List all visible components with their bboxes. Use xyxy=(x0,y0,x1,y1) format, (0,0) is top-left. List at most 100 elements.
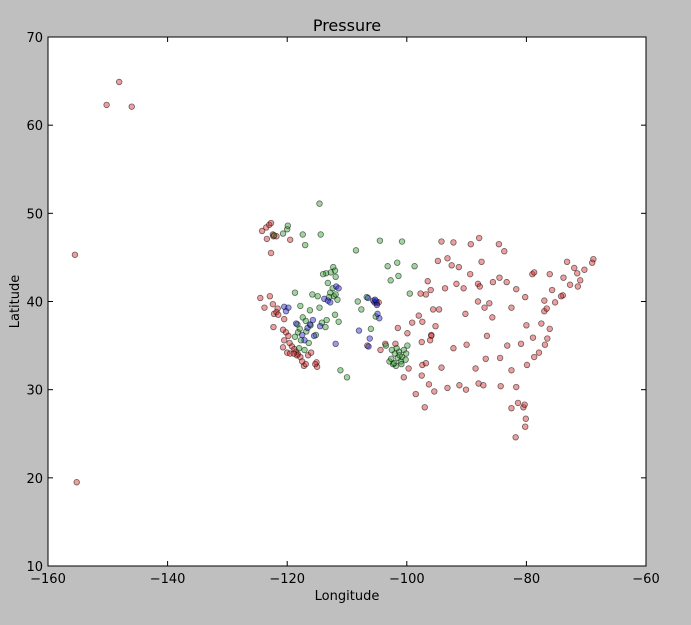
plot-frame xyxy=(47,36,647,567)
data-point xyxy=(103,101,110,109)
data-point xyxy=(444,384,451,392)
data-point xyxy=(358,306,365,313)
data-point xyxy=(309,291,316,298)
data-point xyxy=(400,374,408,381)
data-point xyxy=(281,315,288,323)
data-point xyxy=(364,294,372,302)
data-point xyxy=(429,306,437,313)
data-point xyxy=(269,300,277,308)
data-point xyxy=(574,270,581,277)
data-point xyxy=(474,298,482,305)
data-point xyxy=(279,230,287,237)
data-point xyxy=(354,298,361,305)
data-point xyxy=(463,341,470,348)
tick-labels: −160 −140 −120 −100 −80 −60 10 20 30 40 50 60 70 xyxy=(26,31,659,587)
data-point xyxy=(513,383,520,391)
data-point xyxy=(330,263,337,271)
data-point xyxy=(388,355,395,363)
x-axis-label: Longitude xyxy=(315,589,380,604)
data-point xyxy=(306,321,314,328)
data-point xyxy=(404,342,411,349)
data-point xyxy=(371,296,379,303)
data-point xyxy=(331,311,339,318)
data-point xyxy=(530,353,538,361)
x-tick-label: −140 xyxy=(150,572,186,587)
data-point xyxy=(432,322,439,330)
data-point xyxy=(405,365,412,372)
data-point xyxy=(298,331,306,339)
data-point xyxy=(298,358,306,365)
data-point xyxy=(489,314,496,321)
data-point xyxy=(319,270,327,278)
data-point xyxy=(535,349,543,356)
data-point xyxy=(115,78,123,86)
data-point xyxy=(560,274,567,281)
data-point xyxy=(394,259,401,266)
data-point xyxy=(327,299,334,306)
data-point xyxy=(588,259,596,266)
data-point xyxy=(332,273,339,281)
data-point xyxy=(425,381,433,388)
data-point xyxy=(408,319,416,326)
data-point xyxy=(508,304,515,311)
data-point xyxy=(332,340,339,348)
data-points xyxy=(71,78,597,486)
data-point xyxy=(496,274,503,281)
data-point xyxy=(403,350,410,357)
data-point xyxy=(522,423,529,430)
data-point xyxy=(261,304,268,311)
data-point xyxy=(529,334,537,341)
data-point xyxy=(577,277,584,284)
data-point xyxy=(284,222,291,229)
data-point xyxy=(285,332,292,340)
data-point xyxy=(571,264,578,272)
data-point xyxy=(541,341,549,348)
data-point xyxy=(508,367,515,374)
data-point xyxy=(301,346,308,354)
data-point xyxy=(314,293,321,300)
data-point xyxy=(453,280,460,288)
data-point xyxy=(424,278,431,285)
data-point xyxy=(286,236,294,243)
data-point xyxy=(508,404,515,412)
data-point xyxy=(267,249,275,257)
data-point xyxy=(434,257,442,265)
data-point xyxy=(73,479,80,486)
y-axis-label: Latitude xyxy=(8,275,23,329)
data-point xyxy=(275,311,282,318)
data-point xyxy=(373,301,381,309)
data-point xyxy=(292,320,300,327)
data-point xyxy=(478,258,485,266)
data-point xyxy=(412,390,419,398)
data-point xyxy=(263,235,271,243)
data-point xyxy=(421,404,428,411)
data-point xyxy=(323,316,330,324)
data-point xyxy=(343,374,351,381)
data-point xyxy=(321,295,328,303)
data-point xyxy=(467,240,474,248)
y-tick-label: 50 xyxy=(26,207,43,222)
data-point xyxy=(435,306,443,313)
data-point xyxy=(563,258,571,266)
data-point xyxy=(422,291,430,298)
data-point xyxy=(450,239,457,246)
data-point xyxy=(394,324,402,332)
data-point xyxy=(419,361,426,369)
data-point xyxy=(544,335,551,342)
data-point xyxy=(301,241,309,249)
data-point xyxy=(299,231,306,238)
data-point xyxy=(417,290,424,297)
data-point xyxy=(316,322,324,330)
y-tick-label: 70 xyxy=(26,31,43,46)
data-point xyxy=(450,345,457,352)
data-point xyxy=(496,354,504,362)
data-point xyxy=(334,296,341,303)
data-point xyxy=(590,255,597,263)
data-point xyxy=(466,270,474,278)
data-point xyxy=(337,367,344,374)
data-point xyxy=(541,297,548,304)
data-point xyxy=(411,263,418,270)
data-point xyxy=(318,319,326,326)
data-point xyxy=(352,247,360,254)
